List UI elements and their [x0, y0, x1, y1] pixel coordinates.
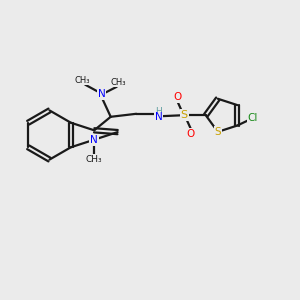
Text: Cl: Cl	[248, 113, 258, 123]
Text: O: O	[173, 92, 182, 102]
Text: N: N	[90, 135, 98, 145]
Text: O: O	[187, 129, 195, 139]
Text: S: S	[214, 127, 221, 137]
Text: N: N	[98, 89, 106, 99]
Text: H: H	[155, 107, 162, 116]
Text: CH₃: CH₃	[110, 78, 126, 87]
Text: S: S	[181, 110, 188, 120]
Text: N: N	[155, 112, 163, 122]
Text: CH₃: CH₃	[74, 76, 90, 85]
Text: CH₃: CH₃	[86, 155, 103, 164]
